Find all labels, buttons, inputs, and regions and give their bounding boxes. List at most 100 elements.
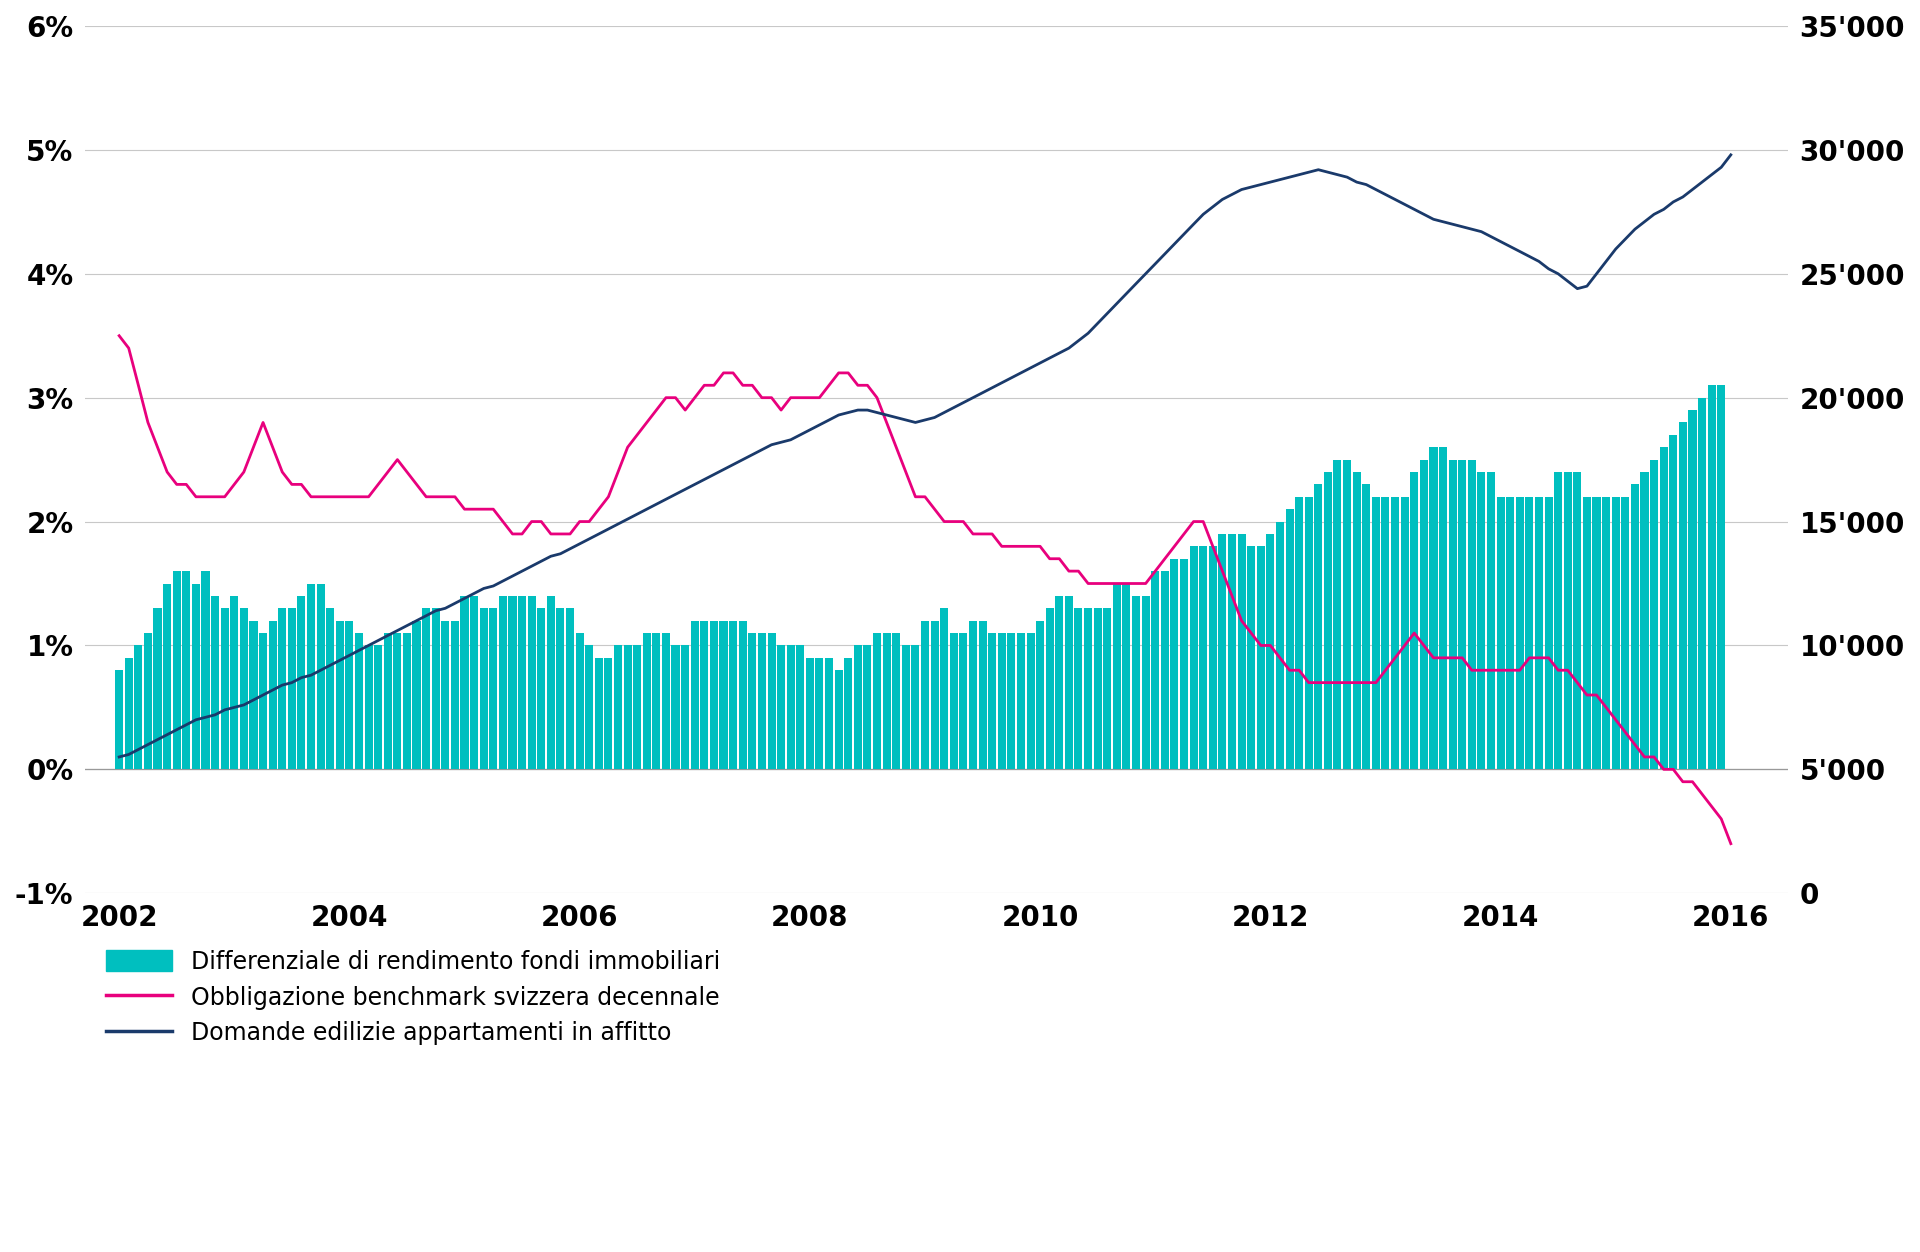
Bar: [1572, 472, 1582, 769]
Bar: [1133, 596, 1140, 769]
Bar: [1046, 608, 1054, 769]
Bar: [403, 634, 411, 769]
Bar: [950, 634, 958, 769]
Bar: [1344, 459, 1352, 769]
Bar: [480, 608, 488, 769]
Bar: [173, 571, 180, 769]
Bar: [317, 583, 324, 769]
Bar: [1142, 596, 1150, 769]
Bar: [1419, 459, 1428, 769]
Bar: [1515, 497, 1524, 769]
Bar: [893, 634, 900, 769]
Bar: [1094, 608, 1102, 769]
Bar: [1162, 571, 1169, 769]
Bar: [1402, 497, 1409, 769]
Bar: [499, 596, 507, 769]
Bar: [240, 608, 248, 769]
Bar: [259, 634, 267, 769]
Bar: [1018, 634, 1025, 769]
Bar: [365, 646, 372, 769]
Bar: [547, 596, 555, 769]
Bar: [1409, 472, 1419, 769]
Bar: [1361, 485, 1371, 769]
Bar: [422, 608, 430, 769]
Bar: [922, 621, 929, 769]
Bar: [720, 621, 728, 769]
Bar: [854, 646, 862, 769]
Bar: [1210, 546, 1217, 769]
Bar: [1085, 608, 1092, 769]
Bar: [1373, 497, 1380, 769]
Bar: [1056, 596, 1064, 769]
Bar: [250, 621, 257, 769]
Bar: [461, 596, 468, 769]
Bar: [1354, 472, 1361, 769]
Bar: [1524, 497, 1534, 769]
Bar: [634, 646, 641, 769]
Bar: [288, 608, 296, 769]
Bar: [346, 621, 353, 769]
Bar: [672, 646, 680, 769]
Bar: [1430, 447, 1438, 769]
Bar: [192, 583, 200, 769]
Bar: [1037, 621, 1044, 769]
Bar: [970, 621, 977, 769]
Bar: [979, 621, 987, 769]
Bar: [1505, 497, 1515, 769]
Bar: [1716, 386, 1726, 769]
Bar: [586, 646, 593, 769]
Bar: [768, 634, 776, 769]
Bar: [1688, 411, 1697, 769]
Bar: [1229, 533, 1236, 769]
Bar: [1027, 634, 1035, 769]
Bar: [1248, 546, 1256, 769]
Bar: [989, 634, 996, 769]
Bar: [1582, 497, 1592, 769]
Bar: [1258, 546, 1265, 769]
Bar: [1181, 558, 1188, 769]
Bar: [691, 621, 699, 769]
Bar: [1611, 497, 1620, 769]
Bar: [1467, 459, 1476, 769]
Bar: [1496, 497, 1505, 769]
Bar: [202, 571, 209, 769]
Bar: [144, 634, 152, 769]
Bar: [518, 596, 526, 769]
Bar: [1325, 472, 1332, 769]
Bar: [1296, 497, 1304, 769]
Bar: [1707, 386, 1716, 769]
Bar: [1200, 546, 1208, 769]
Bar: [182, 571, 190, 769]
Bar: [1659, 447, 1668, 769]
Bar: [595, 657, 603, 769]
Bar: [1152, 571, 1160, 769]
Bar: [835, 670, 843, 769]
Bar: [1380, 497, 1390, 769]
Bar: [307, 583, 315, 769]
Bar: [701, 621, 708, 769]
Legend: Differenziale di rendimento fondi immobiliari, Obbligazione benchmark svizzera d: Differenziale di rendimento fondi immobi…: [96, 940, 730, 1055]
Bar: [154, 608, 161, 769]
Bar: [355, 634, 363, 769]
Bar: [490, 608, 497, 769]
Bar: [1066, 596, 1073, 769]
Bar: [643, 634, 651, 769]
Bar: [1640, 472, 1649, 769]
Bar: [1390, 497, 1400, 769]
Bar: [730, 621, 737, 769]
Bar: [163, 583, 171, 769]
Bar: [374, 646, 382, 769]
Bar: [1104, 608, 1112, 769]
Bar: [451, 621, 459, 769]
Bar: [432, 608, 440, 769]
Bar: [605, 657, 612, 769]
Bar: [1630, 485, 1640, 769]
Bar: [1123, 583, 1131, 769]
Bar: [470, 596, 478, 769]
Bar: [298, 596, 305, 769]
Bar: [960, 634, 968, 769]
Bar: [230, 596, 238, 769]
Bar: [278, 608, 286, 769]
Bar: [1534, 497, 1544, 769]
Bar: [912, 646, 920, 769]
